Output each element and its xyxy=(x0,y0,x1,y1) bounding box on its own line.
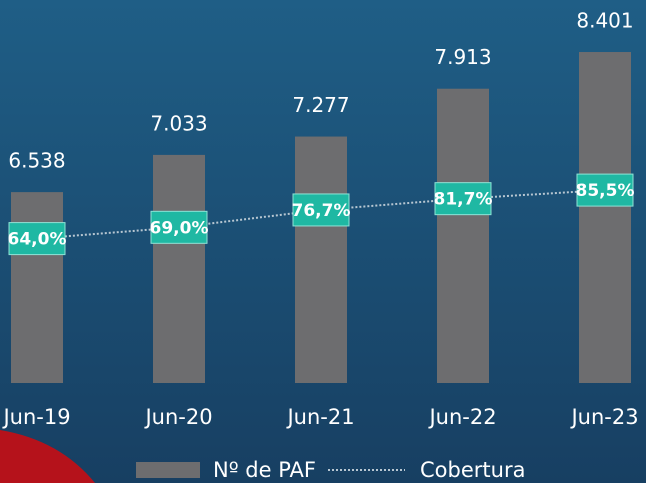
line-value-label: 64,0% xyxy=(8,230,67,250)
line-value-label: 81,7% xyxy=(434,190,493,210)
legend-label: Cobertura xyxy=(420,458,525,482)
legend-label: Nº de PAF xyxy=(213,458,316,482)
bar xyxy=(437,88,489,384)
line-label-box xyxy=(150,210,208,244)
bar xyxy=(153,154,205,383)
x-tick-label: Jun-19 xyxy=(1,405,70,429)
x-tick-label: Jun-21 xyxy=(285,405,354,429)
decoration xyxy=(0,430,95,483)
bar-value-label: 7.913 xyxy=(434,45,491,69)
bar-value-label: 7.033 xyxy=(150,111,207,135)
bar-value-label: 6.538 xyxy=(8,149,65,173)
bar-value-label: 7.277 xyxy=(292,93,349,117)
line-label-box xyxy=(434,182,492,216)
x-tick-label: Jun-22 xyxy=(427,405,496,429)
x-tick-label: Jun-23 xyxy=(569,405,638,429)
line-label-box xyxy=(8,222,66,256)
line-value-label: 69,0% xyxy=(150,218,209,238)
line-value-label: 76,7% xyxy=(292,201,351,221)
bar-value-label: 8.401 xyxy=(576,9,633,33)
bar xyxy=(11,192,63,383)
x-tick-label: Jun-20 xyxy=(143,405,212,429)
line-label-box xyxy=(292,193,350,227)
line-value-label: 85,5% xyxy=(576,181,635,201)
bar xyxy=(295,136,347,383)
legend-swatch xyxy=(136,462,200,478)
bar xyxy=(579,52,631,384)
line-label-box xyxy=(576,173,634,207)
